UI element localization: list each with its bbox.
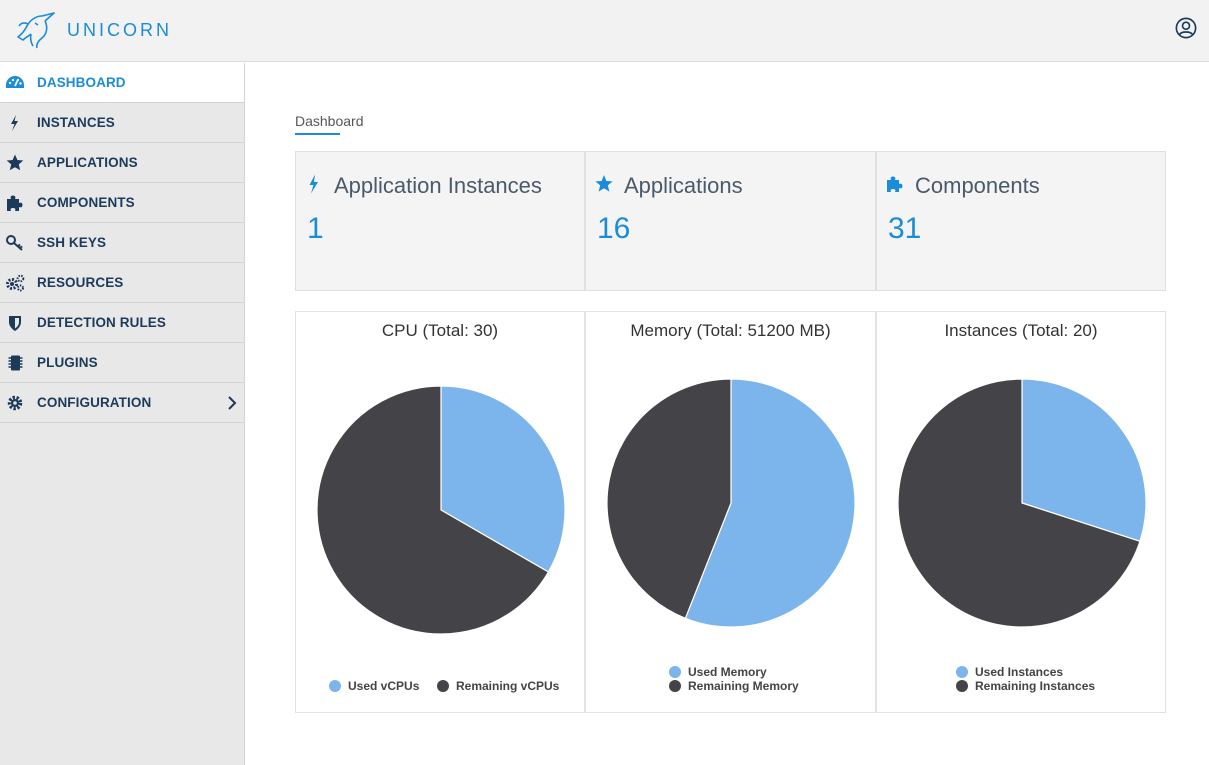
legend-label: Remaining vCPUs: [456, 679, 560, 693]
legend-dot: [956, 666, 968, 678]
sidebar-item-components[interactable]: COMPONENTS: [0, 183, 244, 223]
sidebar-item-label: APPLICATIONS: [37, 155, 138, 170]
sidebar-item-instances[interactable]: INSTANCES: [0, 103, 244, 143]
chart-title: Memory (Total: 51200 MB): [630, 321, 831, 340]
star-icon: [6, 154, 24, 171]
instances-pie-chart: [897, 378, 1147, 628]
sidebar-item-label: COMPONENTS: [37, 195, 135, 210]
legend-label: Remaining Memory: [688, 679, 799, 693]
legend-item-remaining[interactable]: Remaining vCPUs: [437, 679, 559, 693]
legend-item-used[interactable]: Used vCPUs: [329, 679, 419, 693]
star-icon: [595, 175, 613, 192]
legend-dot: [437, 680, 449, 692]
legend-dot: [669, 666, 681, 678]
cpu-pie-chart: [316, 385, 566, 635]
dashboard-icon: [6, 76, 24, 88]
legend-dot: [669, 680, 681, 692]
sidebar-item-applications[interactable]: APPLICATIONS: [0, 143, 244, 183]
sidebar-item-ssh-keys[interactable]: SSH KEYS: [0, 223, 244, 263]
sidebar-item-resources[interactable]: RESOURCES: [0, 263, 244, 303]
legend-item-used[interactable]: Used Memory: [669, 665, 767, 679]
stat-title: Components: [915, 173, 1040, 198]
chart-title: Instances (Total: 20): [944, 321, 1098, 340]
instances-chart-card: Instances (Total: 20) Used Instances Rem…: [876, 311, 1166, 713]
sidebar-item-label: RESOURCES: [37, 275, 124, 290]
stat-card-components: Components 31: [876, 151, 1166, 291]
stat-value: 31: [888, 212, 922, 245]
stat-card-application-instances: Application Instances 1: [295, 151, 585, 291]
pie-slice-remaining-vcpus[interactable]: [316, 385, 550, 635]
legend-item-remaining[interactable]: Remaining Memory: [669, 679, 799, 693]
unicorn-logo-icon[interactable]: [14, 10, 56, 50]
breadcrumb[interactable]: Dashboard: [295, 113, 364, 129]
breadcrumb-underline: [295, 133, 340, 135]
shield-icon: [9, 316, 21, 331]
chip-icon: [8, 355, 23, 371]
stat-card-applications: Applications 16: [585, 151, 876, 291]
sidebar-item-label: DASHBOARD: [37, 75, 126, 90]
legend-label: Used Memory: [688, 665, 767, 679]
puzzle-icon: [7, 195, 23, 211]
legend-dot: [329, 680, 341, 692]
sidebar-item-label: CONFIGURATION: [37, 395, 152, 410]
stat-value: 1: [307, 212, 324, 245]
legend-item-remaining[interactable]: Remaining Instances: [956, 679, 1095, 693]
memory-chart-card: Memory (Total: 51200 MB) Used Memory Rem…: [585, 311, 876, 713]
sidebar-item-dashboard[interactable]: DASHBOARD: [0, 63, 244, 103]
brand-name[interactable]: UNICORN: [67, 20, 172, 40]
pie-slice-used-vcpus[interactable]: [440, 385, 566, 573]
cpu-chart-card: CPU (Total: 30) Used vCPUs Remaining vCP…: [295, 311, 585, 713]
legend-label: Used Instances: [975, 665, 1064, 679]
pie-slice-remaining-instances[interactable]: [897, 378, 1141, 628]
key-icon: [6, 235, 23, 251]
pie-slice-used-instances[interactable]: [1021, 378, 1147, 543]
sidebar-item-detection-rules[interactable]: DETECTION RULES: [0, 303, 244, 343]
gear-icon: [7, 395, 23, 411]
pie-slice-used-memory[interactable]: [684, 378, 856, 628]
bolt-icon: [309, 174, 318, 194]
stat-title: Application Instances: [334, 173, 542, 198]
chart-title: CPU (Total: 30): [381, 321, 499, 340]
user-circle-icon[interactable]: [1175, 17, 1197, 39]
sidebar-item-label: DETECTION RULES: [37, 315, 167, 330]
stat-title: Applications: [624, 173, 743, 198]
pie-slice-remaining-memory[interactable]: [606, 378, 732, 620]
legend-label: Used vCPUs: [348, 679, 420, 693]
sidebar-item-configuration[interactable]: CONFIGURATION: [0, 383, 244, 423]
sidebar-item-label: INSTANCES: [37, 115, 115, 130]
sidebar-item-plugins[interactable]: PLUGINS: [0, 343, 244, 383]
legend-item-used[interactable]: Used Instances: [956, 665, 1063, 679]
legend-label: Remaining Instances: [975, 679, 1096, 693]
chevron-right-icon[interactable]: [226, 395, 238, 411]
sidebar-item-label: PLUGINS: [37, 355, 98, 370]
memory-pie-chart: [606, 378, 856, 628]
stat-value: 16: [597, 212, 631, 245]
top-header: UNICORN: [0, 0, 1209, 62]
bolt-icon: [11, 115, 18, 131]
puzzle-icon: [887, 176, 903, 192]
sidebar-item-label: SSH KEYS: [37, 235, 107, 250]
cogs-icon: [6, 274, 25, 292]
sidebar: DASHBOARD INSTANCES APPLICATIONS COMPONE…: [0, 63, 245, 765]
legend-dot: [956, 680, 968, 692]
